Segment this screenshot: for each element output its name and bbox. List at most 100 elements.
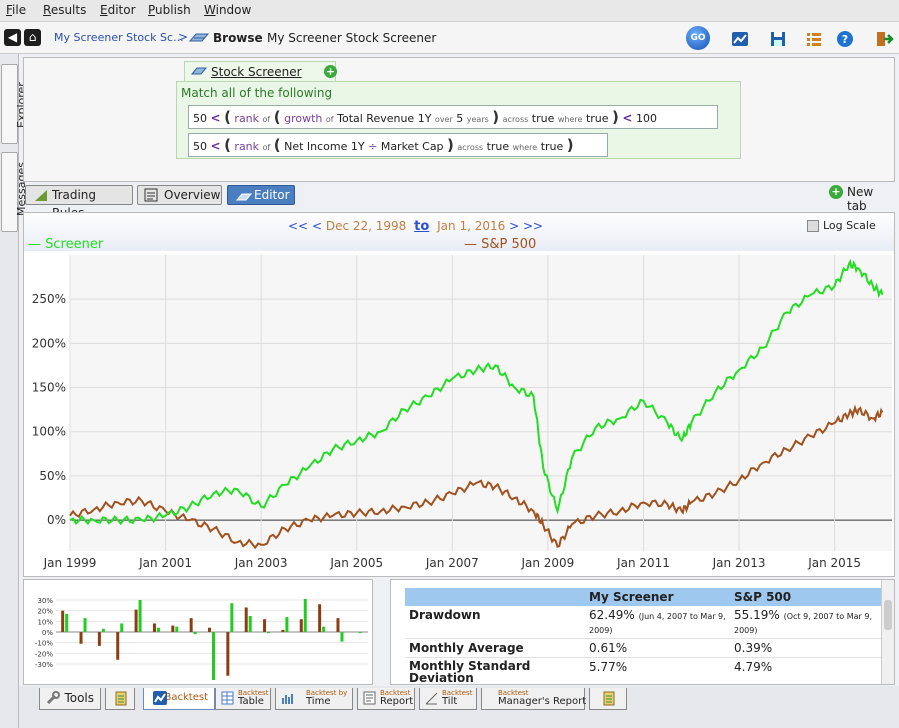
y-tick-label: 150% [32,381,66,395]
prev-button[interactable]: < [311,219,322,233]
tools-icon [46,691,60,711]
bar-screener [340,632,344,642]
time-icon [281,693,294,707]
log-scale-checkbox[interactable] [807,220,819,232]
bar-y-tick: 30% [37,597,53,605]
bar-screener [193,632,197,635]
page-title: My Screener Stock Screener [267,31,437,45]
menu-window[interactable]: Window [204,3,252,17]
tab-backtest-tilt[interactable]: Backtest Tilt [419,688,477,710]
match-text: Match all of the following [181,86,333,100]
legend-sp500: — S&P 500 [464,237,537,252]
stat-label: Monthly Standard Deviation [405,657,585,684]
to-link[interactable]: to [414,219,430,234]
tilt-icon [425,691,438,708]
stat-value: 0.39% [730,638,881,658]
stats-table: My Screener S&P 500 Drawdown 62.49% (Jun… [405,588,881,684]
next-button[interactable]: > [509,219,520,233]
stats-row-monthly-stddev: Monthly Standard Deviation 5.77% 4.79% [405,657,881,684]
stats-panel: My Screener S&P 500 Drawdown 62.49% (Jun… [390,579,895,685]
menu-publish[interactable]: Publish [148,3,191,17]
stats-scrollbar[interactable] [881,580,894,684]
stock-screener-tab-label: Stock Screener [211,65,302,79]
tab-trading-rules[interactable]: Trading Rules [25,185,133,220]
exit-icon[interactable] [874,29,894,49]
log-scale-label: Log Scale [823,219,876,232]
tab-tools[interactable]: Tools [39,688,101,710]
tab-editor[interactable]: Editor [227,185,295,205]
tab-backtest-time[interactable]: Backtest by Time [275,688,353,710]
bar-screener [303,598,307,632]
bottom-tabs: Tools Backtest Backtest Table Backtest b… [19,686,899,728]
bar-sp500 [79,632,83,644]
stats-row-drawdown: Drawdown 62.49% (Jun 4, 2007 to Mar 9, 2… [405,606,881,639]
next-next-button[interactable]: >> [522,219,544,233]
tab-notes-2[interactable] [589,688,627,710]
screener-icon [188,31,210,44]
bar-screener [156,627,160,632]
svg-text:?: ? [842,33,848,46]
series-line-sp500 [69,404,884,550]
menu-editor[interactable]: Editor [100,3,136,17]
bar-sp500 [281,629,285,632]
stats-row-monthly-average: Monthly Average 0.61% 0.39% [405,638,881,658]
home-button[interactable]: ⌂ [24,29,41,46]
menu-bar: File Results Editor Publish Window [0,0,899,22]
chart-icon[interactable] [730,29,750,49]
report-icon [363,691,376,708]
condition-2[interactable]: 50 < ( rank of ( Net Income 1Y ÷ Market … [188,133,608,157]
tab-backtest-report[interactable]: Backtest Report [357,688,415,710]
add-rule-icon[interactable]: + [324,65,337,78]
save-icon[interactable] [768,29,788,49]
stat-value: 4.79% [730,657,881,684]
tab-managers-report[interactable]: Backtest Manager's Report [481,688,586,710]
bar-screener [248,616,252,632]
bar-sp500 [226,632,230,676]
tab-overview[interactable]: Overview [137,185,222,205]
legend-screener: — Screener [28,237,104,252]
bar-sp500 [208,627,211,632]
stats-scroll-thumb[interactable] [884,600,892,630]
stock-screener-tab[interactable]: Stock Screener [184,61,336,83]
condition-1[interactable]: 50 < ( rank of ( growth of Total Revenue… [188,105,718,129]
breadcrumb-link[interactable]: My Screener Stock Sc... [54,31,184,44]
bar-screener [101,628,105,632]
tab-notes[interactable] [105,688,135,710]
notes-icon [115,691,127,709]
chart-header [24,213,894,251]
x-tick-label: Jan 1999 [43,556,97,570]
tab-backtest[interactable]: Backtest [143,688,215,710]
screener-tab-icon [190,66,208,80]
new-tab-icon[interactable]: + [829,185,843,199]
x-tick-label: Jan 2005 [329,556,383,570]
overview-icon [144,188,158,207]
bar-sp500 [61,610,65,632]
bar-y-tick: -10% [35,640,53,648]
list-icon[interactable] [804,29,824,49]
explorer-tab[interactable]: Explorer [1,64,28,144]
plot-background [70,255,892,551]
bar-sp500 [134,609,138,632]
x-tick-label: Jan 2003 [234,556,288,570]
stats-header-blank [405,588,585,606]
messages-tab[interactable]: Messages [1,152,28,232]
menu-results[interactable]: Results [43,3,87,17]
tab-backtest-table[interactable]: Backtest Table [215,688,271,710]
bar-screener [358,632,362,634]
go-button[interactable]: GO [686,26,710,50]
trading-rules-icon [34,189,48,207]
help-icon[interactable]: ? [835,29,855,49]
bar-sp500 [336,618,340,632]
start-date[interactable]: Dec 22, 1998 [325,219,407,233]
prev-prev-button[interactable]: << [288,219,309,233]
menu-file[interactable]: File [6,3,27,17]
bar-screener [65,613,69,632]
series-line-screener [69,258,884,526]
end-date[interactable]: Jan 1, 2016 [437,219,506,233]
bar-screener [285,617,289,632]
new-tab-label[interactable]: New tab [847,185,874,213]
back-button[interactable]: ◀ [4,29,21,46]
stat-label: Monthly Average [405,638,585,658]
stat-value: 0.61% [585,638,730,658]
bar-sp500 [97,632,101,646]
